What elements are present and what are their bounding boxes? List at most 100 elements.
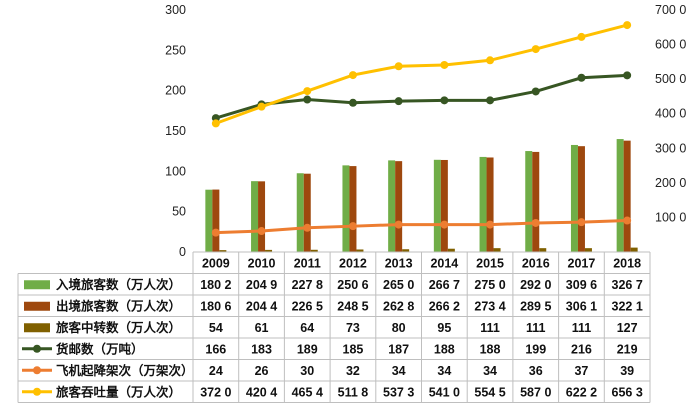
data-label-3-2013: 80 [392,321,406,335]
x-tick-label: 2015 [476,256,504,270]
legend-label-1: 入境旅客数（万人次） [56,277,181,292]
data-label-1-2017: 309 6 [566,278,597,292]
y-right-tick-label: 200 0 [655,176,686,190]
data-label-6-2018: 656 3 [612,385,643,399]
data-label-6-2011: 465 4 [292,385,323,399]
bar-2-2018 [623,140,631,252]
series-line-2 [215,219,628,235]
series-point-1-2017 [577,73,586,82]
data-label-3-2015: 111 [480,321,500,335]
y-right-tick-label: 100 0 [655,210,686,224]
legend-key-1 [24,280,50,290]
bar-3-2010 [265,249,273,252]
data-label-4-2016: 199 [525,342,546,356]
x-tick-label: 2014 [430,256,458,270]
series-point-3-2015 [486,56,495,65]
bar-1-2015 [479,156,487,252]
data-label-3-2010: 61 [255,321,269,335]
data-label-3-2012: 73 [346,321,360,335]
data-label-1-2016: 292 0 [520,278,551,292]
series-line-1 [215,73,628,120]
data-label-6-2009: 372 0 [200,385,231,399]
legend-label-4: 货邮数（万吨） [56,341,144,356]
data-label-2-2014: 266 2 [429,299,460,313]
data-label-3-2016: 111 [526,321,546,335]
data-label-3-2017: 111 [572,321,592,335]
data-label-1-2018: 326 7 [612,278,643,292]
data-label-5-2012: 32 [346,364,360,378]
legend-label-5: 飞机起降架次（万架次） [56,363,194,378]
data-label-4-2015: 188 [480,342,501,356]
x-tick-label: 2011 [294,256,321,270]
series-point-2-2014 [440,220,449,229]
series-point-2-2016 [531,218,540,227]
data-label-5-2010: 26 [255,364,269,378]
bar-1-2009 [205,189,213,252]
x-tick-label: 2012 [339,256,367,270]
y-right-tick-label: 600 0 [655,38,686,52]
bar-1-2011 [296,173,304,252]
series-point-3-2017 [577,32,586,41]
data-label-2-2018: 322 1 [612,299,643,313]
series-point-2-2011 [303,223,312,232]
data-label-4-2010: 183 [251,342,272,356]
y-left-tick-label: 200 [165,84,186,98]
legend-key-3 [24,323,50,333]
series-point-3-2011 [303,87,312,96]
data-label-5-2009: 24 [209,364,223,378]
data-label-4-2013: 187 [388,342,409,356]
bar-3-2009 [219,250,227,252]
bar-3-2011 [310,249,318,252]
bar-3-2017 [584,248,592,252]
y-left-tick-label: 100 [165,164,186,178]
series-point-3-2012 [348,71,357,80]
bar-1-2016 [525,151,533,252]
data-label-5-2014: 34 [437,364,451,378]
bar-3-2015 [493,248,501,252]
data-label-1-2015: 275 0 [474,278,505,292]
bar-2-2011 [303,173,311,252]
bar-3-2012 [356,249,364,252]
data-label-6-2015: 554 5 [474,385,505,399]
bar-3-2013 [402,249,410,252]
legend-key-marker-5 [33,366,41,375]
data-label-4-2012: 185 [343,342,364,356]
data-label-5-2011: 30 [300,364,314,378]
data-label-6-2013: 537 3 [383,385,414,399]
legend-key-2 [24,301,50,311]
bar-1-2014 [433,159,441,252]
data-label-6-2016: 587 0 [520,385,551,399]
data-label-2-2016: 289 5 [520,299,551,313]
series-point-3-2010 [257,102,266,111]
data-label-6-2014: 541 0 [429,385,460,399]
y-right-tick-label: 500 0 [655,72,686,86]
data-label-1-2009: 180 2 [200,278,231,292]
series-point-3-2016 [531,45,540,54]
x-tick-label: 2017 [568,256,596,270]
series-point-1-2012 [348,98,357,107]
bar-2-2015 [486,157,494,252]
series-point-1-2016 [531,87,540,96]
bar-2-2010 [258,181,266,252]
legend-label-3: 旅客中转数（万人次） [55,320,181,335]
legend-label-6: 旅客吞吐量（万人次） [55,384,181,399]
data-label-3-2009: 54 [209,321,223,335]
data-label-4-2014: 188 [434,342,455,356]
y-right-tick-label: 300 0 [655,141,686,155]
data-label-1-2014: 266 7 [429,278,460,292]
bar-1-2013 [388,160,396,252]
data-label-5-2017: 37 [574,364,588,378]
bar-1-2018 [616,139,624,252]
data-label-2-2017: 306 1 [566,299,597,313]
data-label-5-2018: 39 [620,364,634,378]
x-tick-label: 2018 [613,256,641,270]
legend-key-marker-4 [33,344,41,353]
y-left-tick-label: 300 [165,3,186,17]
y-left-tick-label: 0 [179,245,186,259]
data-label-6-2017: 622 2 [566,385,597,399]
data-label-3-2011: 64 [300,321,314,335]
series-point-1-2018 [623,71,632,80]
bar-1-2017 [570,144,578,252]
data-label-6-2012: 511 8 [338,385,369,399]
